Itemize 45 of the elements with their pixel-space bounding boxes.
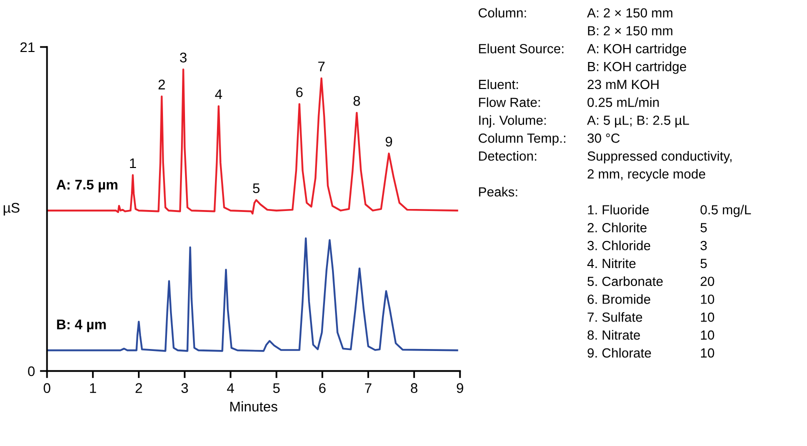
text: B: 2 × 150 mm bbox=[588, 26, 672, 36]
text: 5. Carbonate 20 bbox=[588, 276, 714, 286]
x-tick-label: 4 bbox=[227, 383, 234, 393]
text: 2 mm, recycle mode bbox=[588, 168, 706, 182]
y-axis-title: µS bbox=[4, 202, 20, 216]
annotation: 8 bbox=[353, 96, 360, 106]
x-tick-label: 1 bbox=[90, 383, 96, 393]
annotation: 6 bbox=[296, 87, 303, 98]
text: Eluent Source: A: KOH cartridge bbox=[479, 44, 686, 56]
annotation: 7 bbox=[318, 62, 325, 72]
line-series bbox=[47, 237, 458, 352]
x-tick-label: 9 bbox=[456, 383, 464, 394]
text: Eluent: 23 mM KOH bbox=[479, 79, 659, 90]
text: 1. Fluoride 0.5 mg/L bbox=[588, 204, 751, 218]
text: Column Temp.: 30 °C bbox=[478, 133, 620, 146]
series-label: A: 7.5 µm bbox=[56, 180, 118, 192]
text: Inj. Volume: A: 5 µL; B: 2.5 µL bbox=[479, 115, 690, 128]
annotation: 2 bbox=[158, 80, 165, 90]
y-tick-label: 21 bbox=[20, 42, 35, 52]
annotation: 4 bbox=[215, 89, 222, 100]
annotation: 5 bbox=[252, 183, 260, 194]
x-tick-label: 3 bbox=[181, 383, 188, 394]
text: B: KOH cartridge bbox=[588, 62, 686, 74]
x-tick-label: 2 bbox=[136, 383, 142, 393]
text: Column: A: 2 × 150 mm bbox=[478, 8, 672, 18]
annotation: 3 bbox=[180, 52, 187, 62]
x-axis-title: Minutes bbox=[230, 401, 278, 412]
x-tick-label: 8 bbox=[410, 383, 418, 394]
annotation: 9 bbox=[386, 136, 392, 147]
text: 8. Nitrate 10 bbox=[588, 330, 714, 340]
text: Peaks: bbox=[479, 186, 518, 197]
text: 3. Chloride 3 bbox=[588, 240, 707, 250]
x-tick-label: 7 bbox=[365, 383, 372, 393]
text: 9. Chlorate 10 bbox=[588, 348, 714, 358]
text: Detection: Suppressed conductivity, bbox=[479, 151, 732, 164]
x-tick-label: 5 bbox=[273, 383, 280, 394]
x-tick-label: 6 bbox=[319, 383, 326, 394]
annotation: 1 bbox=[130, 158, 136, 168]
text: 2. Chlorite 5 bbox=[588, 222, 707, 232]
text: 4. Nitrite 5 bbox=[587, 258, 707, 268]
text: 6. Bromide 10 bbox=[588, 294, 714, 304]
text: 7. Sulfate 10 bbox=[588, 312, 714, 322]
series-label: B: 4 µm bbox=[57, 320, 106, 332]
x-tick-label: 0 bbox=[44, 383, 50, 394]
text: Flow Rate: 0.25 mL/min bbox=[479, 97, 659, 108]
